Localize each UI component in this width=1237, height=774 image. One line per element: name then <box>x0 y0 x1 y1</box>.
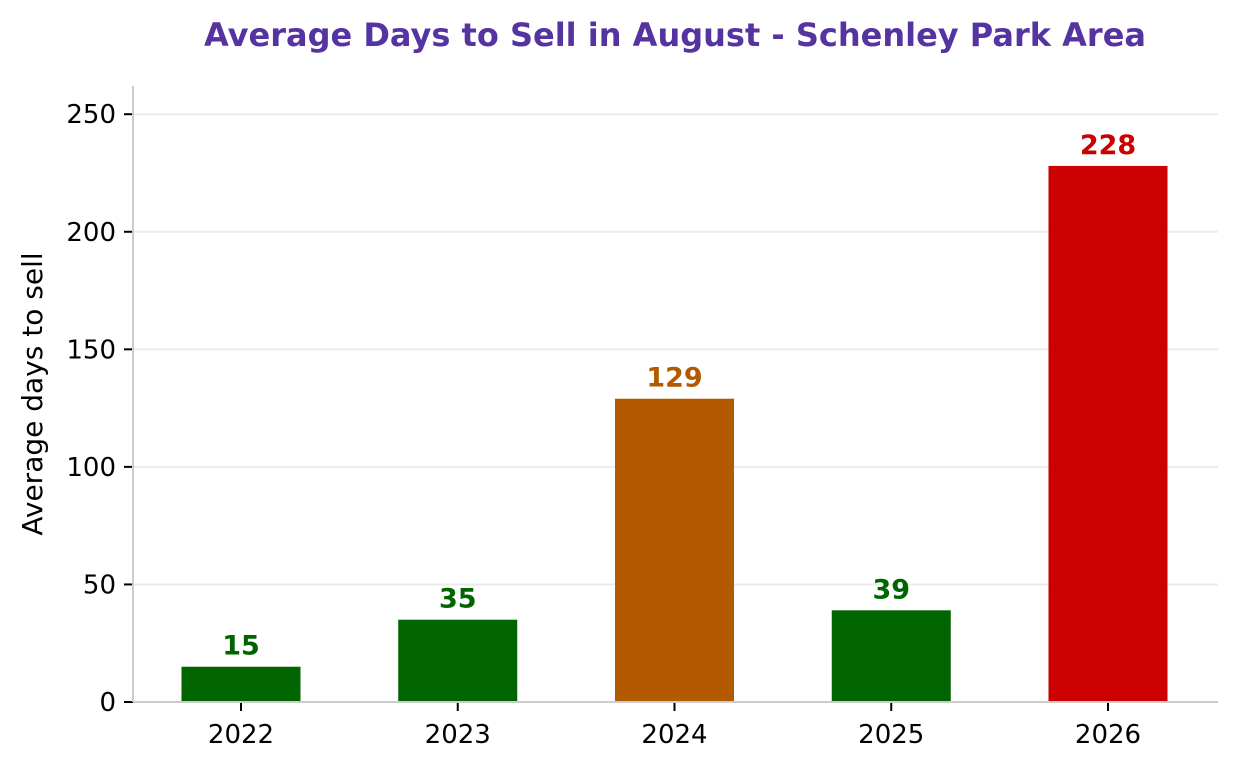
bar <box>181 666 301 702</box>
x-tick-label: 2024 <box>641 720 707 750</box>
value-label: 228 <box>1080 130 1136 161</box>
bar <box>398 619 518 702</box>
x-tick-label: 2026 <box>1075 720 1141 750</box>
x-tick-label: 2025 <box>858 720 924 750</box>
x-tick-label: 2022 <box>208 720 274 750</box>
y-tick-label: 250 <box>66 100 116 130</box>
value-label: 15 <box>222 631 260 662</box>
grid-lines <box>133 113 1218 586</box>
bar <box>831 610 951 702</box>
bar <box>1048 165 1168 702</box>
y-axis-label: Average days to sell <box>16 252 49 535</box>
y-tick-label: 100 <box>66 453 116 483</box>
y-tick-label: 200 <box>66 218 116 248</box>
x-tick-label: 2023 <box>425 720 491 750</box>
value-label: 35 <box>439 584 477 615</box>
bars <box>181 165 1168 702</box>
y-tick-label: 150 <box>66 335 116 365</box>
labels: 0 50 100 150 200 250 15 2022 35 2023 129 2024 39 2025… <box>66 100 1141 750</box>
chart-title: Average Days to Sell in August - Schenle… <box>204 16 1146 54</box>
y-tick-label: 0 <box>99 688 116 718</box>
y-tick-label: 50 <box>83 570 116 600</box>
value-label: 129 <box>646 363 702 394</box>
value-label: 39 <box>872 574 910 605</box>
bar <box>615 398 734 702</box>
axes <box>124 86 1218 711</box>
